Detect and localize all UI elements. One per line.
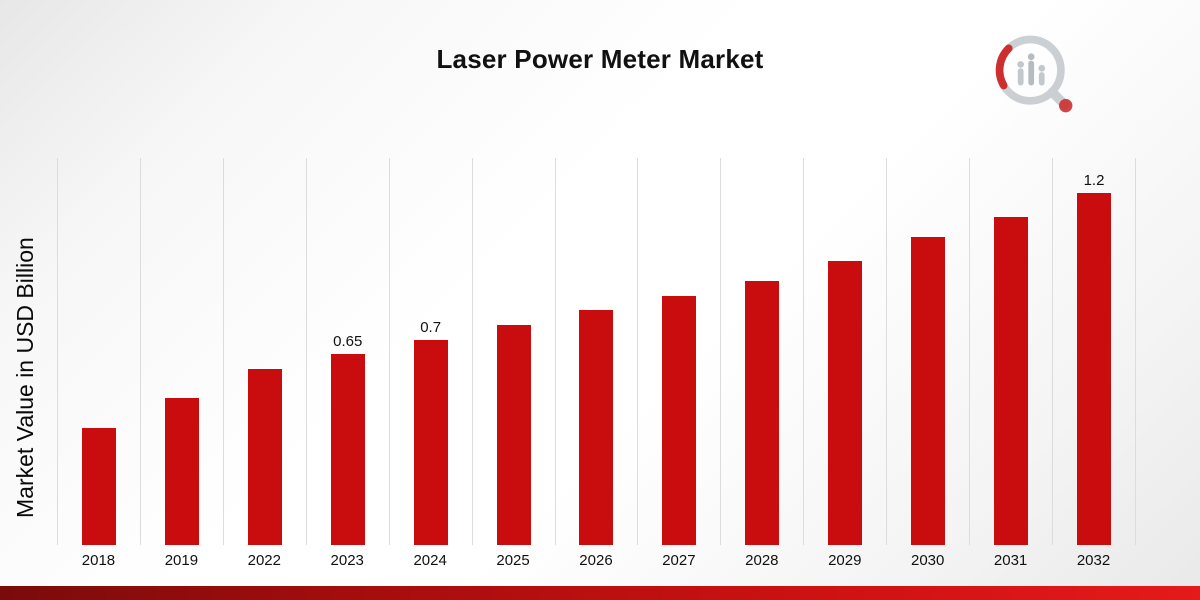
bar-value-label: 0.65 xyxy=(333,333,363,350)
bar-chart-magnifier-icon xyxy=(995,35,1073,113)
grid-cell: 1.2 xyxy=(1052,158,1135,545)
x-tick-label: 2019 xyxy=(164,552,199,569)
x-tick-label: 2028 xyxy=(745,552,779,569)
bar-2018 xyxy=(81,428,116,545)
x-tick-label: 2023 xyxy=(330,552,364,569)
x-tick-label: 2029 xyxy=(828,552,862,569)
grid-cell: 0.65 xyxy=(305,158,389,545)
grid-cell xyxy=(637,158,720,545)
grid-cell xyxy=(720,158,803,545)
grid-cell xyxy=(803,158,886,545)
grid-cell xyxy=(139,158,223,545)
x-tick-label: 2031 xyxy=(993,552,1028,569)
x-tick-label: 2022 xyxy=(247,552,281,569)
x-axis: 2018 2019 2022 2023 2024 2025 2026 2027 2028 2029… xyxy=(57,552,1135,569)
bar-2019 xyxy=(164,398,199,545)
bar-2028 xyxy=(745,281,780,545)
bar-value-label: 0.7 xyxy=(420,319,442,336)
bar-2027 xyxy=(662,296,697,545)
bottom-ribbon xyxy=(0,586,1200,600)
x-tick-label: 2024 xyxy=(413,552,447,569)
grid-cell xyxy=(471,158,555,545)
bar-2029 xyxy=(828,261,863,545)
x-tick-label: 2018 xyxy=(81,552,116,569)
grid-cell xyxy=(222,158,306,545)
bar-value-label: 1.2 xyxy=(1083,172,1105,189)
y-axis-label: Market Value in USD Billion xyxy=(12,237,38,518)
x-tick-label: 2030 xyxy=(910,552,945,569)
grid-cell xyxy=(554,158,638,545)
bar-2024 xyxy=(413,340,448,545)
bar-2030 xyxy=(911,237,946,545)
bar-2031 xyxy=(994,217,1029,545)
x-tick-label: 2032 xyxy=(1076,552,1111,569)
brand-logo xyxy=(988,28,1084,120)
bar-2026 xyxy=(579,310,614,545)
x-tick-label: 2026 xyxy=(579,552,613,569)
bar-2032 xyxy=(1077,193,1112,545)
bar-2023 xyxy=(330,354,365,545)
grid-cell: 0.7 xyxy=(388,158,472,545)
bar-2025 xyxy=(496,325,531,545)
grid-cell xyxy=(969,158,1052,545)
bar-2022 xyxy=(247,369,282,545)
x-tick-label: 2025 xyxy=(496,552,530,569)
grid-cell xyxy=(886,158,969,545)
plot-area: 0.65 0.7 1.2 xyxy=(57,158,1136,545)
grid-cell xyxy=(57,158,140,545)
x-tick-label: 2027 xyxy=(662,552,696,569)
chart-title: Laser Power Meter Market xyxy=(436,44,764,74)
